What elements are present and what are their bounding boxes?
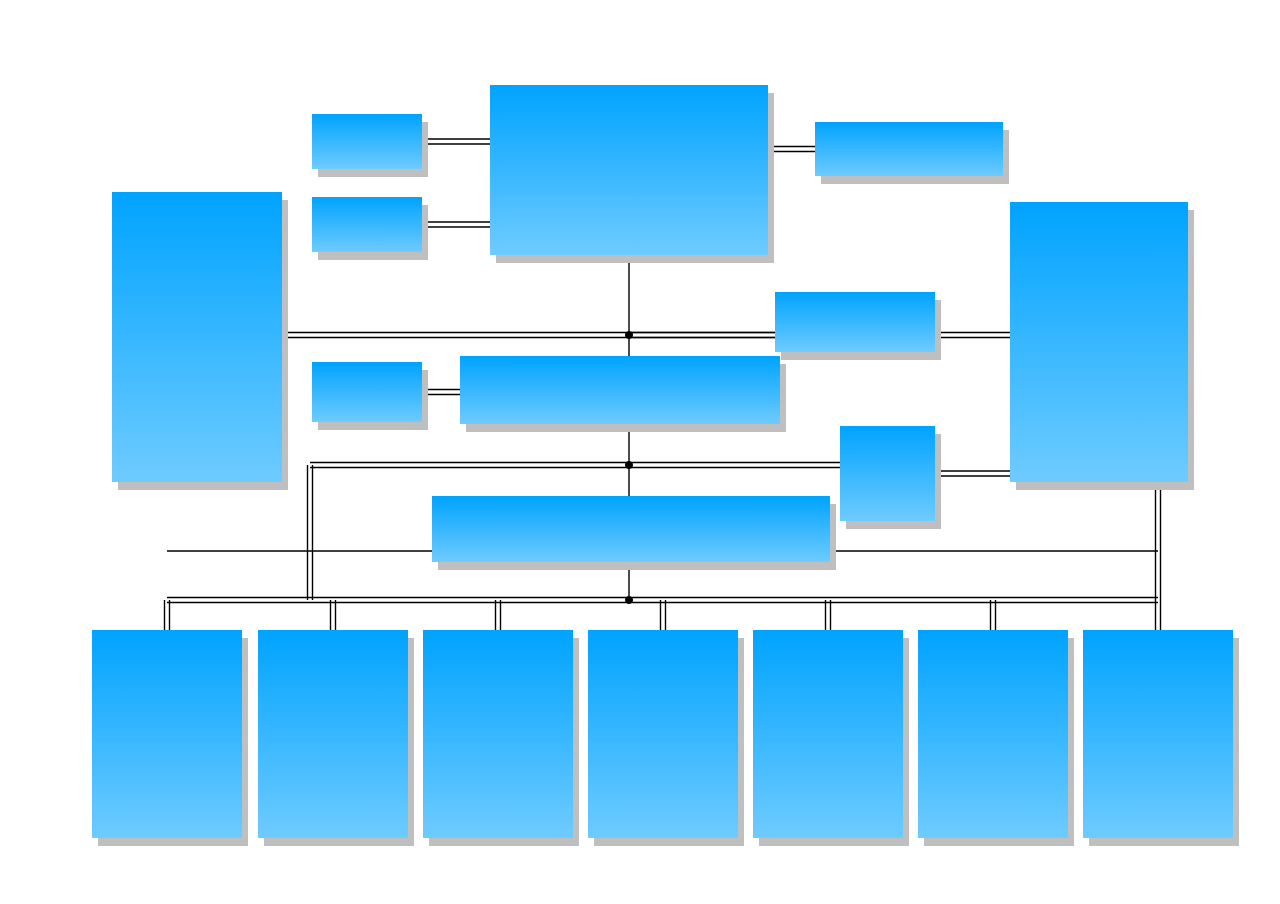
node-tl1 (312, 114, 422, 169)
node-mid-r (775, 292, 935, 352)
node-b3 (423, 630, 573, 838)
node-mid (460, 356, 780, 424)
node-bar (432, 496, 830, 562)
node-b1 (92, 630, 242, 838)
node-b6 (918, 630, 1068, 838)
node-right-big (1010, 202, 1188, 482)
node-mid-l (312, 362, 422, 422)
node-b7 (1083, 630, 1233, 838)
node-left-big (112, 192, 282, 482)
node-sq (840, 426, 935, 521)
node-tr1 (815, 122, 1003, 176)
node-tl2 (312, 197, 422, 252)
org-chart (0, 0, 1280, 904)
node-b4 (588, 630, 738, 838)
node-b5 (753, 630, 903, 838)
node-top (490, 85, 768, 255)
node-b2 (258, 630, 408, 838)
